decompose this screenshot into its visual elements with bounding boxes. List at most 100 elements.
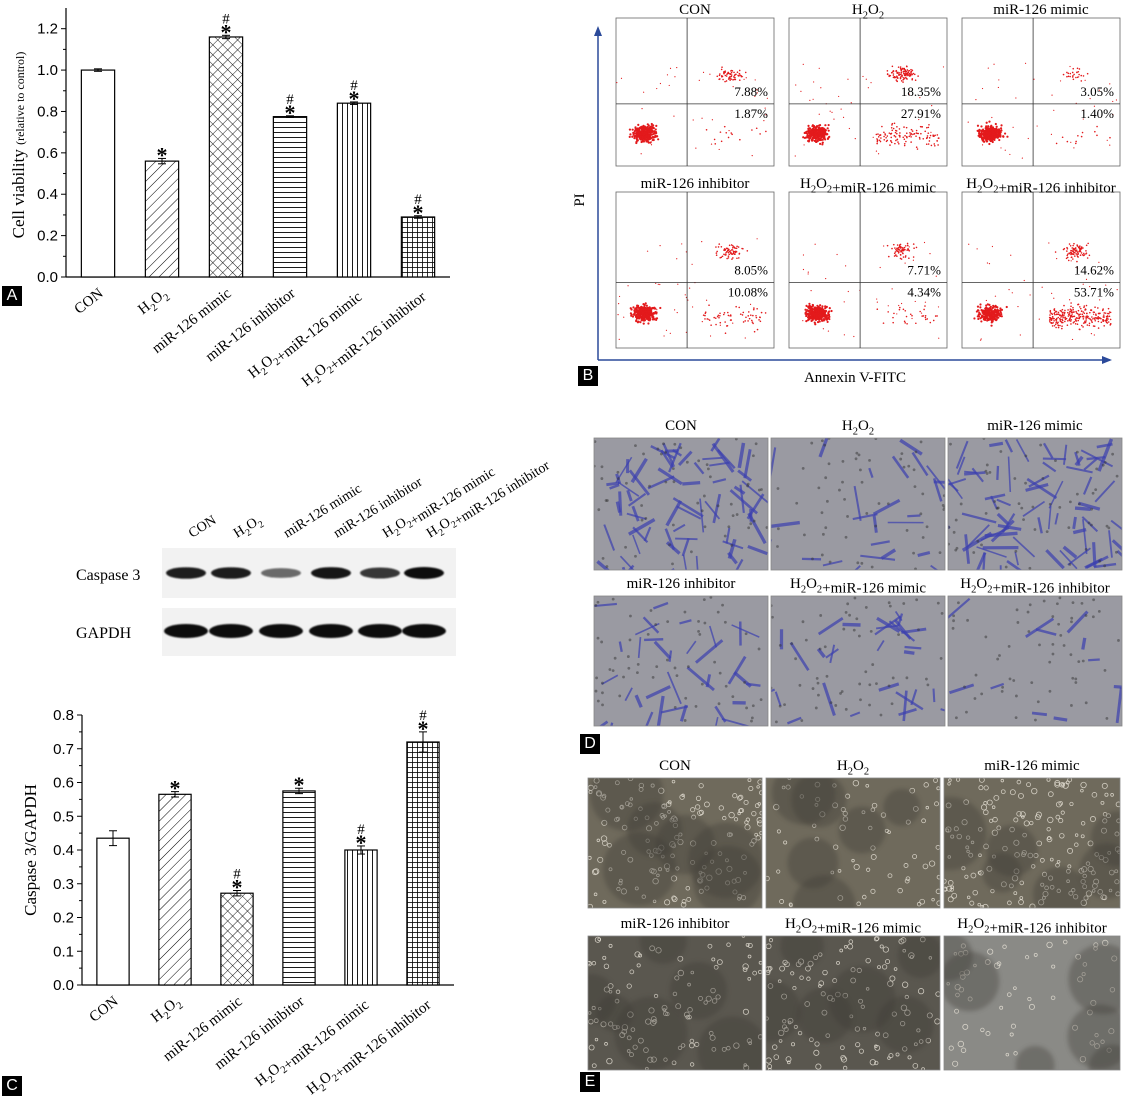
cell-cluster (879, 944, 884, 949)
pore-dot (925, 525, 929, 529)
stained-cell (1026, 477, 1058, 500)
gapdh-band (164, 624, 208, 638)
cell-cluster (1100, 800, 1105, 805)
cell-cluster (671, 779, 676, 784)
cell-cluster (738, 808, 744, 814)
cell-cluster (921, 1067, 925, 1070)
cell-cluster (962, 1023, 969, 1030)
pore-dot (1077, 660, 1081, 664)
stained-cell (1116, 550, 1122, 558)
plot-frame (615, 191, 775, 349)
pore-dot (747, 526, 751, 530)
shadow-region (1068, 943, 1120, 1015)
panel-label-b: B (578, 366, 598, 386)
pore-dot (824, 476, 828, 480)
stained-cell (643, 526, 652, 542)
cell-cluster (588, 961, 592, 967)
bar (400, 216, 436, 278)
cell-cluster (792, 986, 797, 991)
significance-hash: # (414, 192, 422, 208)
cell-cluster (728, 811, 735, 819)
pore-dot (999, 450, 1003, 453)
cell-cluster (931, 897, 935, 902)
pore-dot (1115, 474, 1119, 478)
y-tick-label: 0.5 (53, 808, 74, 825)
pore-dot (1017, 502, 1021, 506)
pore-dot (673, 442, 677, 446)
stained-cell (650, 444, 676, 460)
stained-cell (694, 639, 724, 664)
stained-cell (632, 534, 641, 555)
stained-cell (596, 560, 611, 570)
pore-dot (776, 545, 779, 548)
pore-dot (841, 480, 844, 484)
y-tick-label: 0.7 (53, 741, 74, 758)
pore-dot (869, 629, 873, 633)
cell-cluster (743, 799, 749, 806)
arrow-head-icon (1102, 356, 1112, 364)
pore-dot (1080, 601, 1084, 605)
stained-cell (971, 467, 984, 483)
pore-dot (1001, 685, 1004, 689)
shadow-region (986, 824, 1038, 877)
significance-star: * (170, 776, 181, 801)
pore-dot (800, 719, 804, 722)
stained-cell (709, 625, 718, 648)
cell-cluster (1059, 782, 1066, 788)
pore-dot (723, 620, 727, 624)
pore-dot (965, 710, 968, 714)
cell-cluster (885, 959, 891, 965)
cell-cluster (987, 948, 994, 955)
cell-cluster (856, 901, 861, 907)
pore-dot (988, 470, 992, 474)
pore-dot (1039, 443, 1043, 447)
cell-cluster (934, 801, 939, 807)
pore-dot (697, 459, 701, 463)
pore-dot (879, 713, 883, 717)
stained-cell (1059, 549, 1078, 570)
cell-cluster (722, 815, 727, 821)
lower-right-percent: 53.71% (1074, 284, 1114, 299)
pore-dot (938, 551, 942, 555)
panel-label-a: A (2, 286, 22, 306)
pore-dot (954, 518, 958, 522)
cell-cluster (604, 1042, 608, 1046)
pore-dot (820, 553, 824, 557)
pore-dot (668, 543, 671, 547)
shadow-region (1090, 811, 1120, 867)
pore-dot (868, 458, 871, 462)
cell-cluster (969, 900, 975, 906)
pore-dot (856, 561, 860, 565)
pore-dot (948, 525, 951, 529)
caspase3-row-label: Caspase 3 (76, 567, 140, 584)
micrograph (943, 935, 1121, 1071)
stained-cell (771, 447, 777, 480)
pore-dot (853, 596, 857, 600)
stained-cell (894, 610, 903, 622)
stained-cell (628, 492, 647, 507)
cell-cluster (1080, 821, 1086, 826)
cell-cluster (980, 1027, 985, 1033)
cell-cluster (1019, 880, 1025, 886)
shadow-region (838, 806, 886, 854)
pore-dot (790, 642, 794, 646)
stained-cell (898, 708, 917, 717)
pore-dot (597, 508, 601, 512)
cell-cluster (1046, 827, 1051, 832)
cell-cluster (745, 942, 750, 947)
stained-cell (901, 627, 927, 634)
pore-dot (1117, 639, 1120, 642)
pore-dot (846, 602, 850, 606)
cell-cluster (840, 1045, 845, 1051)
pore-dot (697, 619, 700, 623)
flow-plot-title: H2O2+miR-126 mimic (800, 176, 936, 197)
cell-cluster (1104, 792, 1109, 797)
cell-cluster (1058, 818, 1064, 824)
stained-cell (653, 640, 672, 660)
stained-cell (710, 438, 721, 452)
micrograph-title: H2O2+miR-126 mimic (790, 576, 926, 597)
stained-cell (964, 534, 971, 564)
stained-cell (686, 666, 715, 692)
pore-dot (801, 620, 805, 624)
